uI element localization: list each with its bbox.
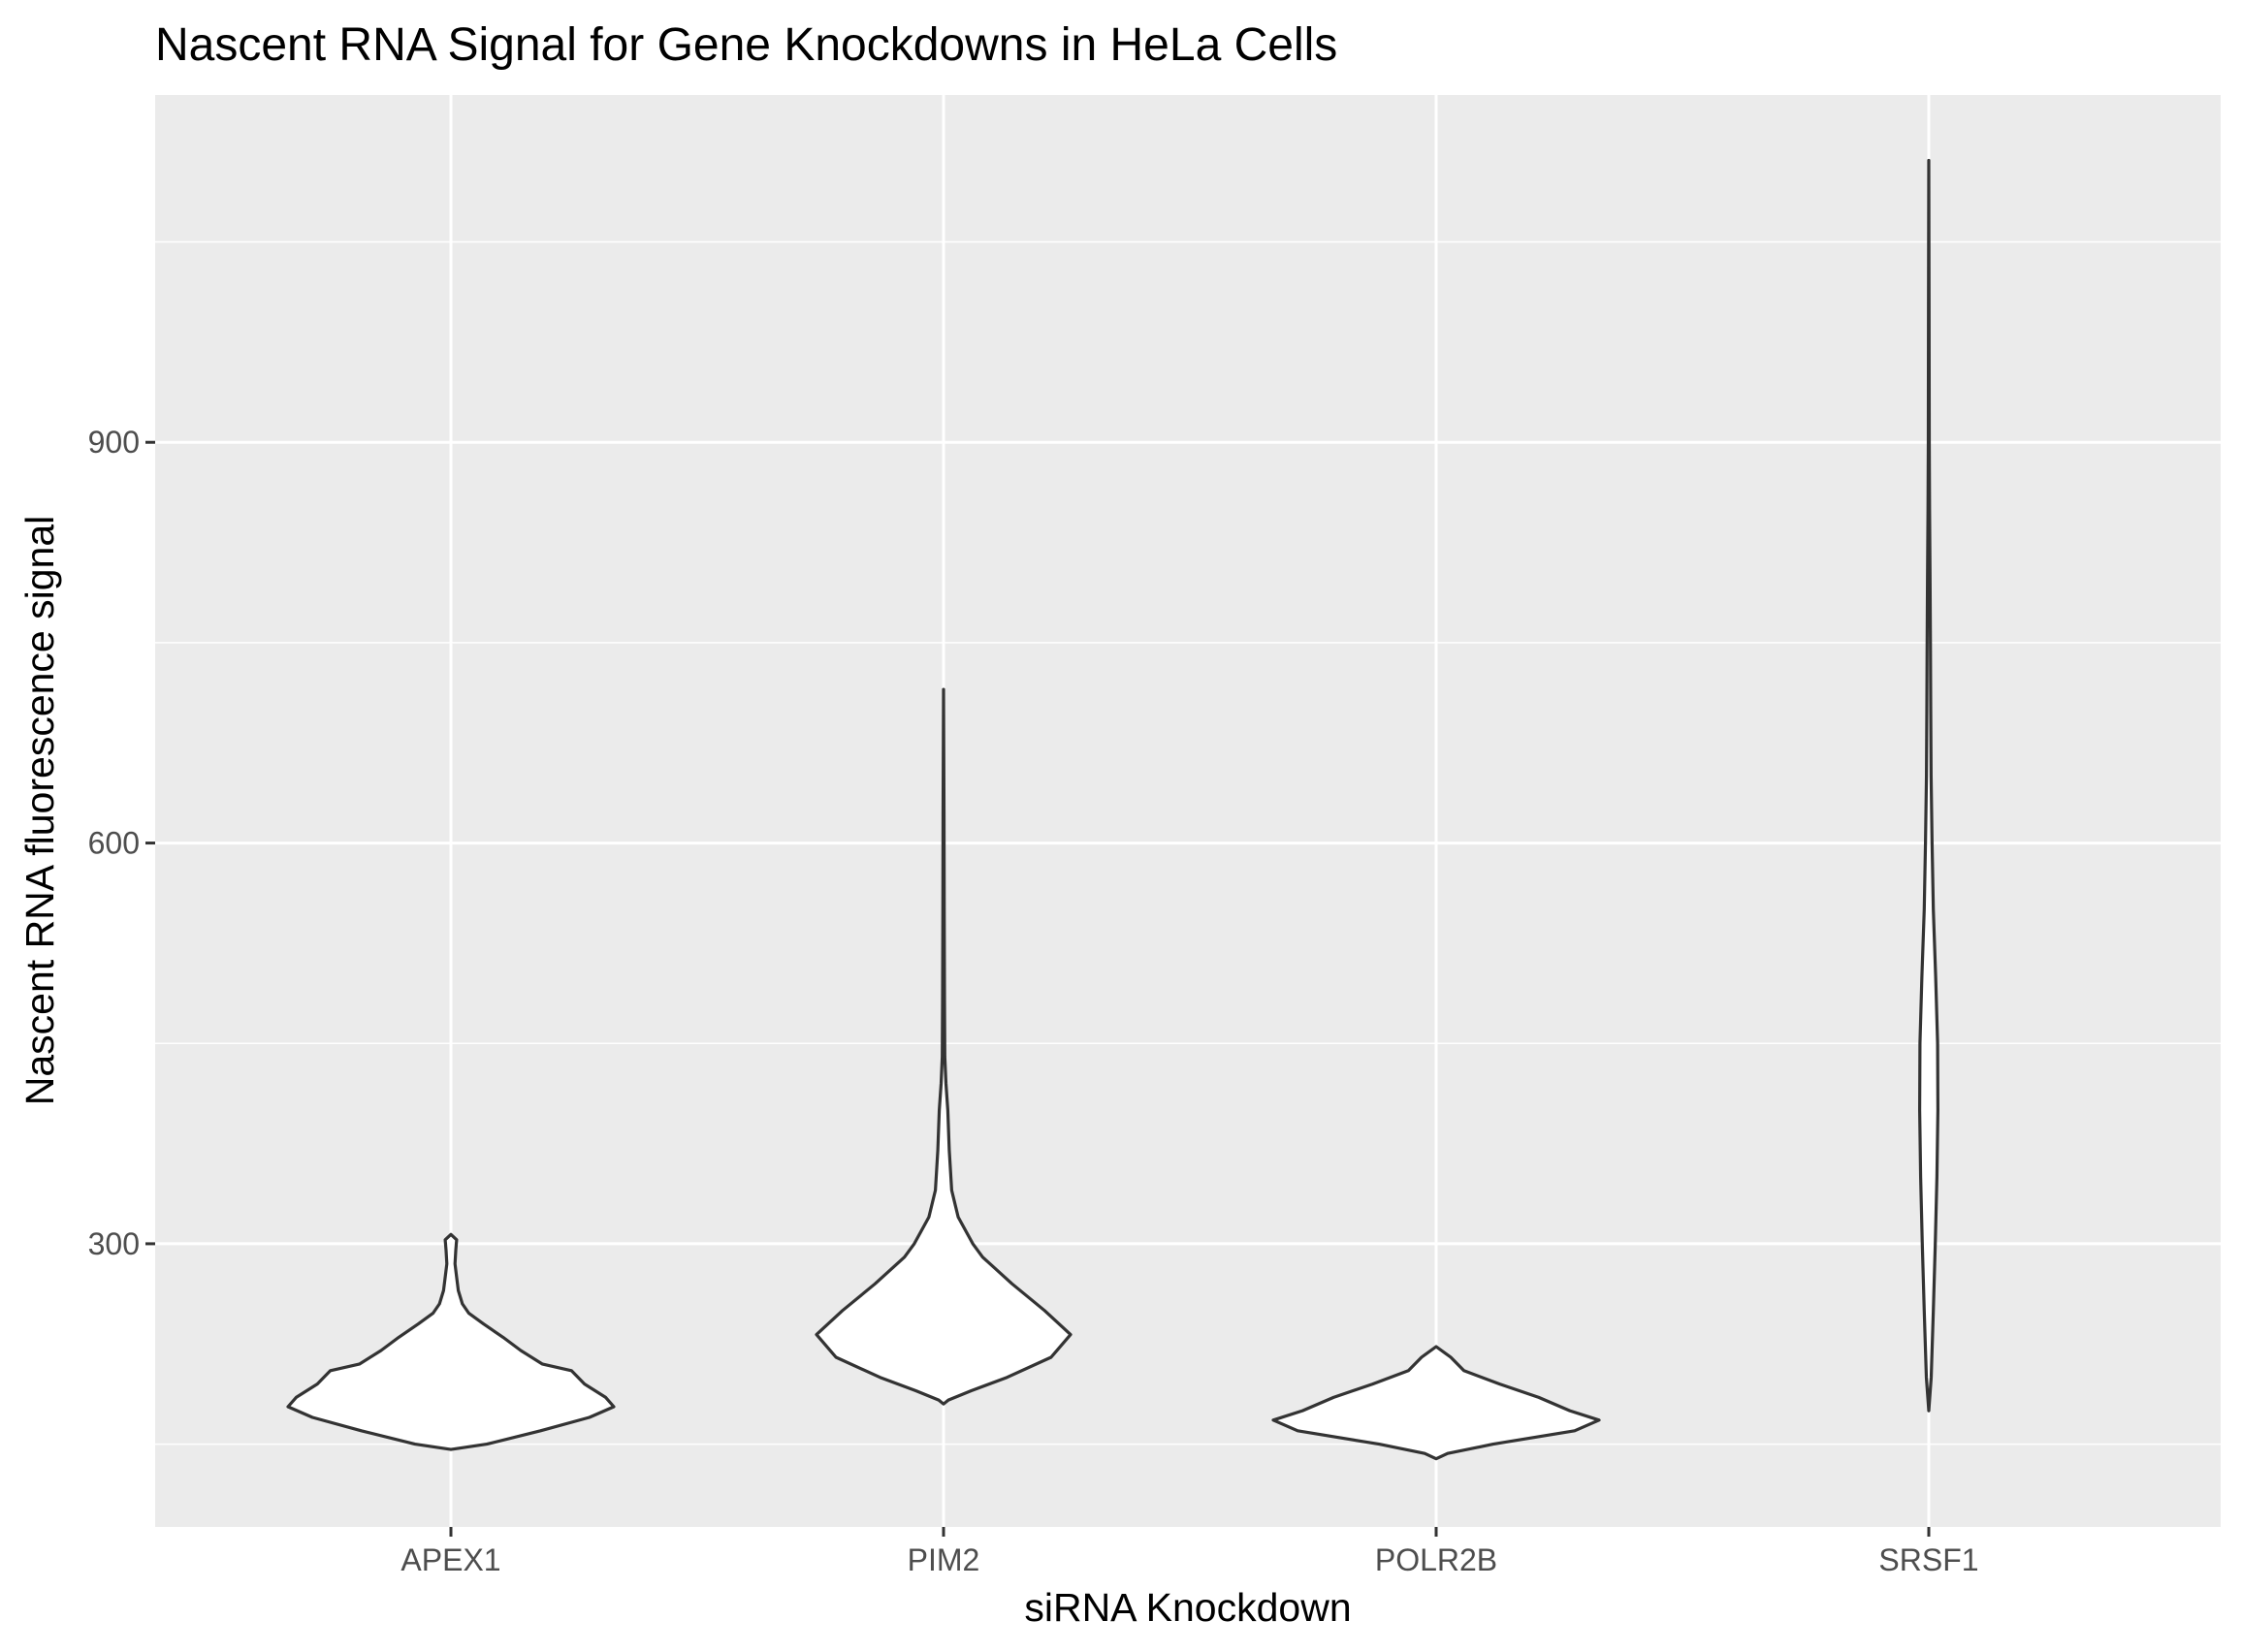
y-tick-label: 300 bbox=[88, 1226, 140, 1261]
x-tick-label: SRSF1 bbox=[1878, 1542, 1978, 1577]
x-axis: APEX1 PIM2 POLR2B SRSF1 bbox=[400, 1527, 1979, 1577]
violin-srsf1 bbox=[1918, 158, 1939, 1413]
violins bbox=[286, 158, 1939, 1461]
chart-title: Nascent RNA Signal for Gene Knockdowns i… bbox=[155, 19, 1337, 71]
plot-panel bbox=[155, 95, 2221, 1527]
x-tick-label: APEX1 bbox=[400, 1542, 500, 1577]
violin-apex1 bbox=[286, 1232, 616, 1451]
x-axis-title: siRNA Knockdown bbox=[1024, 1585, 1351, 1630]
y-tick-label: 900 bbox=[88, 425, 140, 460]
x-tick-label: POLR2B bbox=[1375, 1542, 1497, 1577]
violin-pim2 bbox=[815, 687, 1073, 1406]
y-tick-label: 600 bbox=[88, 826, 140, 861]
violin-polr2b bbox=[1271, 1345, 1601, 1461]
x-tick-label: PIM2 bbox=[908, 1542, 980, 1577]
grid-minor bbox=[155, 240, 2221, 1446]
y-axis-title: Nascent RNA fluorescence signal bbox=[17, 516, 62, 1105]
y-axis: 300 600 900 bbox=[88, 425, 155, 1261]
